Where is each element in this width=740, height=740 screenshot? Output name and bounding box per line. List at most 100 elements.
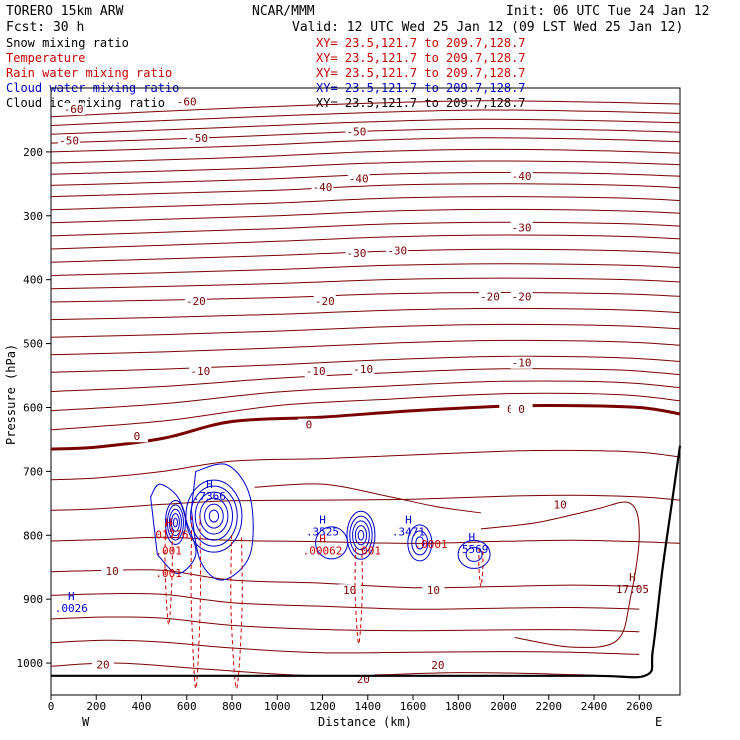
isotherm-label-mask [187, 131, 210, 144]
extremum-marker: H [319, 532, 326, 545]
extremum-marker: H [68, 590, 75, 603]
isotherm-label: 10 [343, 584, 356, 597]
y-tick-label: 1000 [17, 657, 44, 670]
cloud-water-contour [204, 503, 224, 529]
isotherm-label: -30 [512, 221, 532, 234]
isotherm-label-mask [510, 221, 533, 234]
x-tick-label: 2600 [626, 700, 653, 713]
cloud-water-contour [199, 497, 229, 535]
x-tick-label: 800 [222, 700, 242, 713]
isotherm-label-mask [92, 658, 115, 671]
isotherm-label-mask [125, 430, 148, 443]
field-xy-cloud-ice: XY= 23.5,121.7 to 209.7,128.7 [316, 96, 526, 110]
cloud-water-contour [457, 539, 491, 569]
temperature-isotherm [50, 403, 681, 451]
isotherm-label-mask [426, 658, 449, 671]
temperature-isotherm-minor [50, 368, 681, 392]
temperature-isotherm [50, 137, 681, 153]
isotherm-label: -20 [512, 290, 532, 303]
rain-contour [478, 547, 484, 587]
isotherm-label-mask [189, 365, 212, 378]
extremum-value: .7366 [193, 490, 226, 503]
isotherm-label-mask [345, 246, 368, 259]
isotherm-label-mask [510, 402, 533, 415]
field-xy-snow: XY= 23.5,121.7 to 209.7,128.7 [316, 36, 526, 50]
isotherm-label: -50 [188, 132, 208, 145]
isotherm-label: -10 [512, 357, 532, 370]
temperature-isotherm-minor [50, 449, 681, 481]
forecast-label: Fcst: 30 h [6, 20, 84, 35]
isotherm-label: 0 [518, 403, 525, 416]
extremum-value: .3525 [306, 525, 339, 538]
y-tick-label: 200 [23, 146, 43, 159]
temperature-isotherm-minor [50, 148, 681, 164]
terrain-line [51, 445, 682, 679]
isotherm-label-mask [313, 294, 336, 307]
field-xy-temperature: XY= 23.5,121.7 to 209.7,128.7 [316, 51, 526, 65]
extremum-marker: H [629, 571, 636, 584]
isotherm-label-mask [297, 418, 320, 431]
cloud-water-contour [465, 546, 483, 562]
cloud-water-envelope [150, 483, 197, 575]
isotherm-label: -30 [387, 244, 407, 257]
cloud-water-contour [346, 510, 376, 560]
isotherm-label: -10 [306, 365, 326, 378]
isotherm-label-mask [422, 584, 445, 597]
x-tick-label: 400 [132, 700, 152, 713]
isotherm-label: -50 [59, 134, 79, 147]
field-legend: Snow mixing ratio XY= 23.5,121.7 to 209.… [6, 36, 526, 110]
isotherm-label-mask [478, 290, 501, 303]
isotherm-label: -30 [347, 247, 367, 260]
cloud-water-contour [415, 536, 425, 550]
y-axis-label: Pressure (hPa) [4, 344, 18, 445]
temperature-isotherm-minor [50, 196, 681, 211]
extremum-value: .0026 [55, 602, 88, 615]
x-tick-label: 2000 [490, 700, 517, 713]
isotherm-label-mask [304, 365, 327, 378]
cloud-water-contour [172, 517, 178, 528]
isotherm-label: -20 [480, 290, 500, 303]
extremum-value: .3471 [392, 525, 425, 538]
cloud-water-contour [166, 504, 184, 541]
cloud-water-contour [164, 499, 186, 545]
x-tick-label: 1000 [264, 700, 291, 713]
isotherm-label-mask [345, 125, 368, 138]
extremum-value: .001 [155, 544, 182, 557]
cloud-water-contour [185, 479, 243, 553]
isotherm-label-mask [347, 172, 370, 185]
isotherm-label: 10 [427, 584, 440, 597]
isotherm-label: -40 [512, 170, 532, 183]
isotherm-label: 0 [507, 403, 514, 416]
cloud-water-contour [315, 526, 349, 560]
isotherm-label: 10 [553, 499, 566, 512]
cloud-water-contour [352, 520, 370, 551]
x-tick-label: 1400 [355, 700, 382, 713]
extremum-value: .01776 [149, 528, 189, 541]
temperature-isotherm-minor [50, 109, 681, 126]
x-tick-label: 600 [177, 700, 197, 713]
isotherm-label: -50 [347, 125, 367, 138]
y-tick-label: 300 [23, 210, 43, 223]
rain-contour [164, 522, 173, 626]
isotherm-label-mask [352, 363, 375, 376]
cloud-water-envelope [190, 463, 254, 581]
center-label: NCAR/MMM [252, 4, 315, 19]
temperature-isotherm [50, 569, 640, 589]
isotherm-label: -10 [353, 363, 373, 376]
cloud-water-contour [208, 509, 220, 523]
temperature-isotherm [50, 183, 681, 198]
isotherm-label-mask [510, 170, 533, 183]
isotherm-label: 0 [134, 430, 141, 443]
x-tick-label: 1600 [400, 700, 427, 713]
isotherm-label-mask [311, 181, 334, 194]
cloud-water-contour [168, 508, 182, 537]
isotherm-label: 20 [96, 658, 109, 671]
extremum-value: .001 [155, 567, 182, 580]
cloud-water-contour [354, 525, 368, 546]
temperature-isotherm-minor [50, 380, 681, 412]
x-tick-label: 1800 [445, 700, 472, 713]
extremum-value: .5569 [455, 543, 488, 556]
field-name-cloud-ice: Cloud ice mixing ratio [6, 96, 165, 110]
isotherm-label-mask [386, 244, 409, 257]
